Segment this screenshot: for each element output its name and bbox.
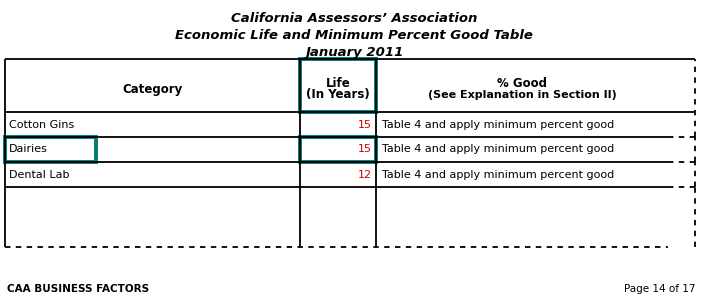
- Text: Table 4 and apply minimum percent good: Table 4 and apply minimum percent good: [382, 119, 615, 130]
- Text: % Good: % Good: [497, 77, 547, 90]
- Text: 12: 12: [358, 169, 372, 180]
- Text: (In Years): (In Years): [306, 88, 370, 101]
- Text: Table 4 and apply minimum percent good: Table 4 and apply minimum percent good: [382, 169, 615, 180]
- Text: 15: 15: [358, 145, 372, 154]
- Text: 15: 15: [358, 119, 372, 130]
- Text: Economic Life and Minimum Percent Good Table: Economic Life and Minimum Percent Good T…: [175, 29, 533, 42]
- Text: Table 4 and apply minimum percent good: Table 4 and apply minimum percent good: [382, 145, 615, 154]
- Text: Category: Category: [123, 83, 183, 96]
- Text: CAA BUSINESS FACTORS: CAA BUSINESS FACTORS: [7, 284, 149, 294]
- Text: Page 14 of 17: Page 14 of 17: [623, 284, 695, 294]
- Text: Cotton Gins: Cotton Gins: [9, 119, 74, 130]
- Text: California Assessors’ Association: California Assessors’ Association: [231, 12, 477, 25]
- Bar: [300, 59, 376, 112]
- Text: (See Explanation in Section II): (See Explanation in Section II): [428, 90, 617, 99]
- Text: Dental Lab: Dental Lab: [9, 169, 69, 180]
- Bar: [300, 137, 376, 162]
- Bar: [5, 137, 96, 162]
- Text: Dairies: Dairies: [9, 145, 48, 154]
- Text: Life: Life: [325, 77, 350, 90]
- Text: January 2011: January 2011: [305, 46, 403, 59]
